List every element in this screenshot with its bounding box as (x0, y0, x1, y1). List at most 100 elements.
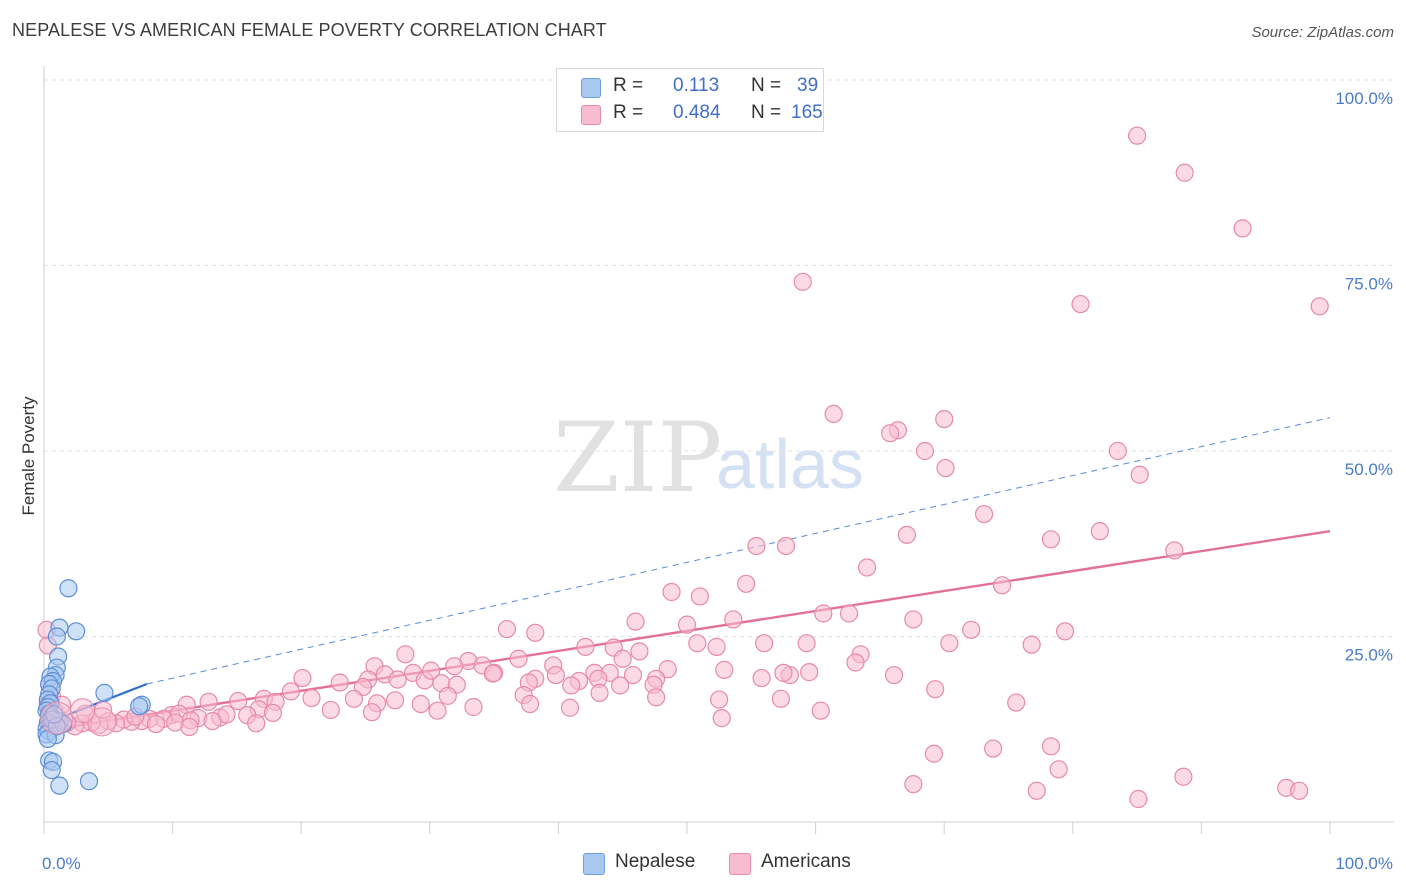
americans-point (710, 690, 729, 709)
americans-point (774, 663, 793, 682)
americans-point (630, 642, 649, 661)
americans-point (521, 694, 540, 714)
y-tick-label: 50.0% (1345, 460, 1393, 479)
americans-legend-swatch (729, 853, 751, 875)
americans-cluster-point (70, 698, 96, 724)
data-points (37, 126, 1329, 809)
americans-point (983, 739, 1003, 758)
nepalese-point (130, 697, 149, 716)
chart-source: Source: ZipAtlas.com (1251, 24, 1394, 41)
americans-point (362, 703, 382, 722)
watermark-atlas: atlas (716, 425, 864, 503)
nepalese-swatch (581, 78, 601, 98)
nepalese-legend-swatch (583, 853, 605, 875)
americans-point (146, 714, 165, 734)
r-label: R = (613, 102, 644, 123)
watermark-zip: ZIP (553, 402, 722, 514)
americans-point (613, 649, 632, 668)
americans-point (1041, 530, 1061, 549)
americans-point (590, 683, 609, 702)
americans-point (662, 582, 681, 602)
americans-swatch (581, 105, 601, 125)
americans-point (247, 714, 266, 733)
americans-point (897, 525, 917, 544)
americans-point (1090, 522, 1109, 541)
americans-point (992, 576, 1012, 595)
americans-point (747, 536, 766, 556)
americans-point (915, 441, 935, 461)
tick-labels: 25.0% 50.0% 75.0% 100.0% 0.0% 100.0% (42, 89, 1393, 873)
y-tick-label: 75.0% (1345, 275, 1393, 294)
americans-point (940, 634, 959, 653)
x-tick-label: 100.0% (1335, 854, 1393, 873)
americans-point (1027, 781, 1046, 800)
americans-point (1055, 622, 1075, 641)
nepalese-point (47, 627, 66, 646)
legend-label: Americans (761, 851, 851, 872)
americans-point (1165, 541, 1184, 560)
americans-point (724, 610, 743, 629)
y-tick-label: 25.0% (1345, 646, 1393, 665)
americans-point (1175, 163, 1194, 182)
americans-point (1233, 219, 1252, 238)
americans-point (497, 619, 517, 639)
americans-point (962, 620, 981, 639)
americans-point (800, 663, 819, 682)
n-label: N = (751, 75, 782, 96)
nepalese-point (45, 705, 64, 724)
americans-point (1290, 781, 1309, 800)
n-value: 165 (791, 102, 823, 123)
americans-point (797, 634, 816, 653)
americans-point (396, 645, 415, 664)
nepalese-point (38, 729, 57, 748)
nepalese-point (95, 683, 114, 702)
americans-point (926, 680, 945, 699)
americans-point (330, 673, 349, 692)
americans-point (428, 701, 447, 720)
stats-legend: R = 0.113 N = 39 R = 0.484 N = 165 (556, 68, 824, 132)
nepalese-point (67, 622, 86, 641)
americans-point (1007, 693, 1026, 712)
americans-point (712, 709, 731, 728)
nepalese-trend-extension (146, 417, 1331, 685)
americans-point (509, 649, 528, 668)
americans-point (771, 689, 790, 708)
n-value: 39 (797, 75, 819, 96)
americans-point (1174, 767, 1193, 786)
americans-point (707, 637, 726, 656)
americans-point (421, 661, 441, 680)
americans-point (647, 688, 666, 707)
americans-point (1022, 635, 1041, 654)
americans-point (385, 691, 405, 710)
nepalese-point (59, 579, 78, 598)
legend-label: Nepalese (615, 851, 696, 872)
r-value: 0.484 (673, 102, 721, 123)
americans-point (1310, 297, 1329, 316)
nepalese-point (42, 760, 61, 780)
americans-point (626, 612, 645, 631)
nepalese-point (79, 772, 99, 791)
americans-point (936, 458, 955, 478)
americans-point (1129, 789, 1148, 809)
americans-point (737, 574, 756, 593)
americans-point (752, 668, 771, 688)
americans-point (884, 665, 904, 685)
chart-title: NEPALESE VS AMERICAN FEMALE POVERTY CORR… (12, 20, 607, 40)
americans-point (881, 424, 900, 443)
watermark: ZIP atlas (553, 402, 864, 514)
americans-point (302, 688, 321, 708)
americans-point (688, 634, 707, 653)
americans-point (388, 670, 407, 689)
americans-point (203, 711, 222, 731)
r-label: R = (613, 75, 644, 96)
americans-point (229, 691, 248, 711)
americans-point (623, 665, 643, 685)
americans-point (445, 657, 464, 676)
n-label: N = (751, 102, 782, 123)
americans-point (546, 665, 565, 685)
americans-point (904, 610, 923, 629)
americans-point (526, 623, 545, 642)
americans-point (935, 409, 954, 429)
americans-point (263, 703, 283, 723)
